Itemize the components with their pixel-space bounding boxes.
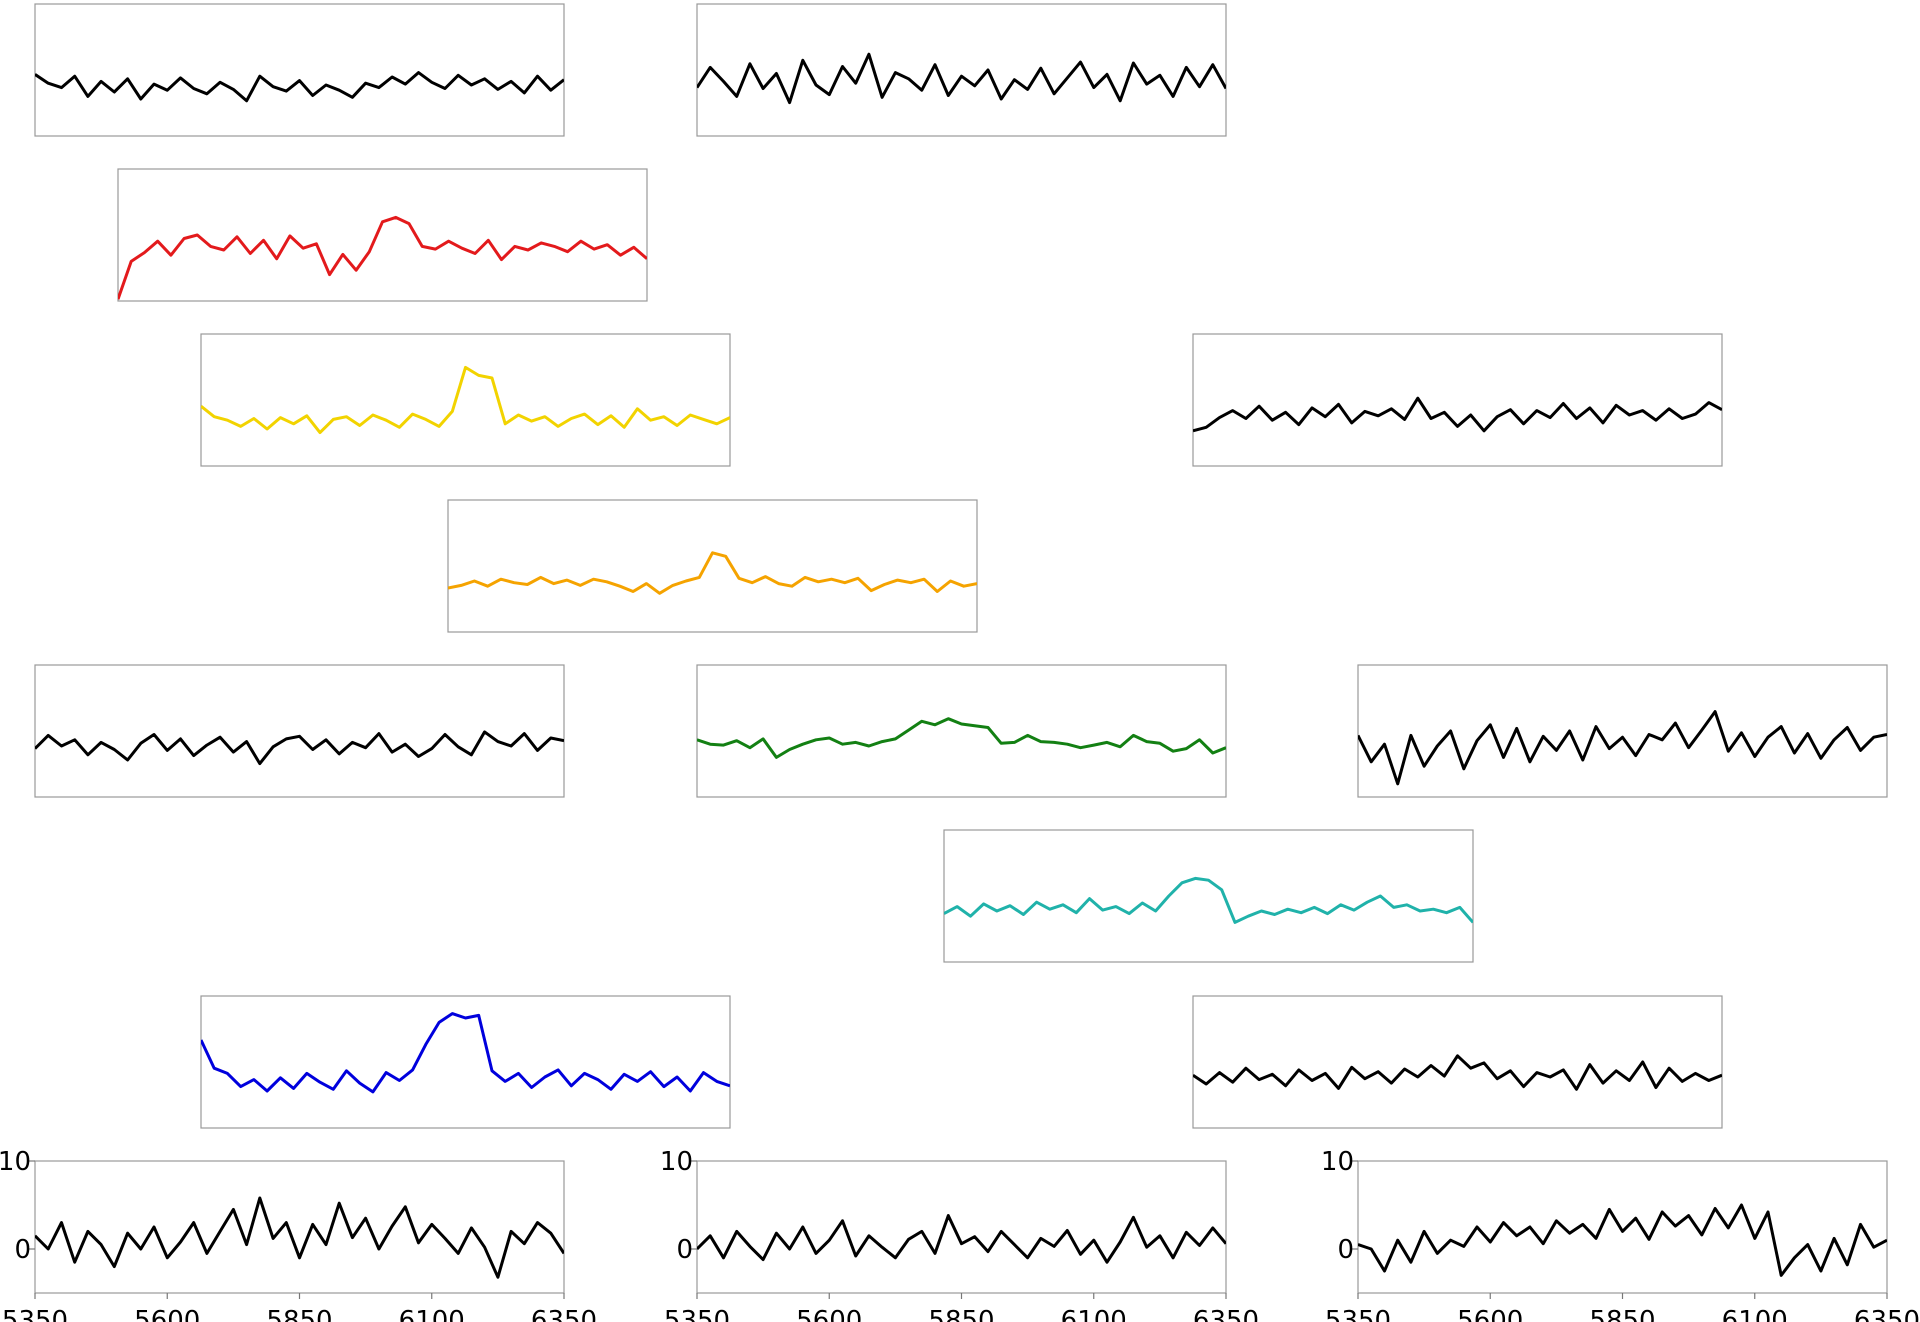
line-trace	[118, 215, 647, 300]
line-trace	[697, 717, 1226, 759]
line-trace	[35, 1196, 564, 1279]
y-tick-label: 10	[0, 1147, 31, 1177]
panel-frame	[34, 3, 565, 137]
x-tick-label: 6100	[1061, 1306, 1127, 1322]
x-tick-label: 5850	[266, 1306, 332, 1322]
y-tick-label: 0	[1337, 1235, 1354, 1265]
panel: 5350 5600 5850 6100 6350 0 10	[660, 1147, 1259, 1322]
x-tick-label: 5350	[664, 1306, 730, 1322]
y-tick-label: 10	[660, 1147, 693, 1177]
y-tick-label: 0	[676, 1235, 693, 1265]
panel: 5350 5600 5850 6100 6350 0 10	[0, 1147, 597, 1322]
panel	[447, 499, 978, 633]
panel	[1357, 664, 1888, 798]
y-tick-label: 10	[1321, 1147, 1354, 1177]
panel-frame	[1192, 995, 1723, 1129]
panel-frame	[696, 3, 1227, 137]
x-tick-label: 5850	[1589, 1306, 1655, 1322]
panel	[200, 995, 731, 1129]
panel	[1192, 333, 1723, 467]
panel	[696, 664, 1227, 798]
x-tick-label: 5600	[134, 1306, 200, 1322]
x-tick-label: 5850	[928, 1306, 994, 1322]
line-trace	[697, 52, 1226, 105]
line-trace	[35, 730, 564, 766]
panel-frame	[1357, 1160, 1888, 1294]
line-trace	[448, 551, 977, 595]
panel-frame	[1192, 333, 1723, 467]
line-trace	[35, 71, 564, 103]
panel	[696, 3, 1227, 137]
line-trace	[201, 1012, 730, 1094]
x-tick-label: 5600	[796, 1306, 862, 1322]
panel-frame	[696, 664, 1227, 798]
line-trace	[1193, 1054, 1722, 1091]
panel	[117, 168, 648, 302]
x-tick-label: 6350	[531, 1306, 597, 1322]
x-tick-label: 6350	[1854, 1306, 1920, 1322]
line-trace	[201, 365, 730, 435]
x-tick-label: 6100	[1722, 1306, 1788, 1322]
panel	[34, 3, 565, 137]
x-tick-label: 5350	[2, 1306, 68, 1322]
panel-frame	[200, 333, 731, 467]
panel	[1192, 995, 1723, 1129]
line-trace	[697, 1214, 1226, 1264]
panel	[943, 829, 1474, 963]
panel-frame	[1357, 664, 1888, 798]
panel-frame	[34, 1160, 565, 1294]
panel-frame	[34, 664, 565, 798]
y-tick-label: 0	[14, 1235, 31, 1265]
panel-frame	[117, 168, 648, 302]
x-tick-label: 5350	[1325, 1306, 1391, 1322]
panel-frame	[943, 829, 1474, 963]
panel	[200, 333, 731, 467]
line-trace	[1358, 1203, 1887, 1277]
x-tick-label: 6350	[1193, 1306, 1259, 1322]
line-trace	[1193, 396, 1722, 433]
line-trace	[1358, 710, 1887, 786]
x-tick-label: 5600	[1457, 1306, 1523, 1322]
line-trace	[944, 876, 1473, 924]
panel: 5350 5600 5850 6100 6350 0 10	[1321, 1147, 1920, 1322]
panel	[34, 664, 565, 798]
panel-frame	[200, 995, 731, 1129]
panel-frame	[447, 499, 978, 633]
panel-frame	[696, 1160, 1227, 1294]
x-tick-label: 6100	[399, 1306, 465, 1322]
